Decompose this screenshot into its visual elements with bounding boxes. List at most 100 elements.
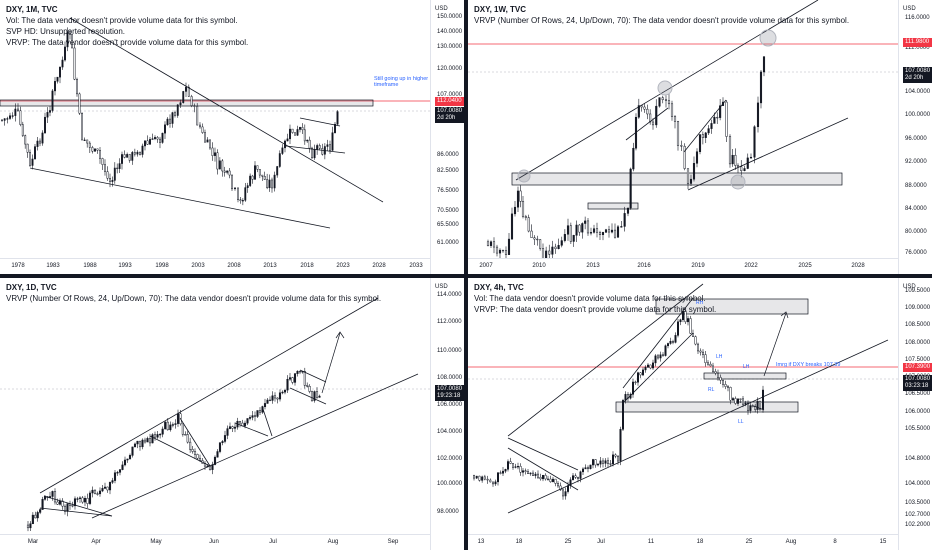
candle-body [756, 400, 759, 410]
candle-body [81, 112, 83, 141]
candle-body [58, 500, 62, 505]
indicator-vrvp[interactable]: VRVP (Number Of Rows, 24, Up/Down, 70): … [474, 16, 850, 25]
candle-body [513, 206, 517, 215]
chart-pane-monthly[interactable]: DXY, 1M, TVC Vol: The data vendor doesn'… [0, 0, 464, 274]
pane-divider-horizontal[interactable] [0, 274, 932, 278]
time-axis-weekly[interactable]: 2007 2010 2013 2016 2019 2022 2025 2028 [468, 258, 898, 274]
trend-line [69, 17, 384, 203]
price-axis-4h[interactable]: USD 109.5000 109.0000 108.5000 108.0000 107.… [898, 278, 932, 550]
trend-line [29, 167, 331, 229]
price-tick-label: 104.0000 [905, 481, 931, 487]
price-axis-weekly[interactable]: USD 116.0000112.0000108.0000104.0000100.… [898, 0, 932, 274]
price-plot-weekly[interactable] [468, 0, 898, 258]
candle-body [49, 110, 51, 113]
indicator-vrvp[interactable]: VRVP: The data vendor doesn't provide vo… [6, 38, 249, 47]
trend-line [299, 117, 341, 127]
indicator-vrvp[interactable]: VRVP: The data vendor doesn't provide vo… [474, 305, 717, 314]
price-tick-label: 104.0000 [437, 429, 463, 435]
last-price-tag: 107.0080 [435, 385, 464, 394]
candle-body [519, 465, 522, 473]
alert-price-tag: 107.3900 [903, 363, 932, 372]
candle-body [246, 185, 249, 188]
legend-4h: DXY, 4h, TVC Vol: The data vendor doesn'… [474, 282, 716, 315]
price-tick-label: 108.0000 [905, 340, 931, 346]
annotation-text[interactable]: Imrg if DXY breaks 107.39 [776, 362, 841, 368]
candle-body [186, 434, 189, 443]
candle-body [595, 228, 599, 233]
symbol-title[interactable]: DXY, 1M, TVC [6, 5, 58, 14]
time-tick-label: 2003 [191, 263, 205, 269]
candle-body [737, 398, 739, 404]
candle-body [271, 179, 273, 189]
indicator-vrvp[interactable]: VRVP (Number Of Rows, 24, Up/Down, 70): … [6, 294, 382, 303]
candle-body [560, 240, 563, 246]
indicator-svp[interactable]: SVP HD: Unsupported resolution. [6, 27, 126, 36]
currency-label: USD [435, 6, 448, 12]
candle-body [196, 106, 199, 126]
candle-body [554, 478, 557, 484]
time-axis-daily[interactable]: Mar Apr May Jun Jul Aug Sep [0, 534, 430, 550]
chart-pane-weekly[interactable]: DXY, 1W, TVC VRVP (Number Of Rows, 24, U… [468, 0, 932, 274]
candle-body [166, 421, 169, 431]
candle-body [557, 245, 560, 249]
symbol-title[interactable]: DXY, 4h, TVC [474, 283, 524, 292]
candle-body [214, 152, 216, 156]
candle-body [21, 124, 24, 136]
time-tick-label: Jun [209, 539, 219, 545]
price-tick-label: 108.0000 [437, 375, 463, 381]
price-plot-4h[interactable]: RH LH LH RL LL [468, 278, 898, 534]
symbol-title[interactable]: DXY, 1D, TVC [6, 283, 57, 292]
candle-body [221, 441, 224, 443]
candle-body [17, 108, 19, 112]
annotation-text[interactable]: Still going up in higher timeframe [374, 76, 429, 88]
candle-body [574, 475, 577, 478]
chart-pane-daily[interactable]: DXY, 1D, TVC VRVP (Number Of Rows, 24, U… [0, 278, 464, 550]
candle-body [29, 523, 32, 529]
candle-body [26, 143, 29, 153]
time-tick-label: 2022 [744, 263, 758, 269]
candle-body [131, 446, 134, 456]
candle-body [308, 139, 311, 149]
trend-line [507, 283, 704, 437]
trend-line [43, 495, 113, 517]
candle-body [281, 147, 284, 154]
candle-body [303, 371, 306, 386]
candle-body [483, 476, 486, 480]
price-tick-label: 107.0000 [437, 92, 463, 98]
candle-body [736, 165, 740, 168]
candle-body [96, 148, 99, 151]
candle-body [73, 47, 76, 80]
candle-body [144, 140, 146, 147]
price-tick-label: 120.0000 [437, 66, 463, 72]
candle-body [231, 174, 233, 190]
candle-body [499, 472, 502, 474]
trend-line [299, 369, 327, 383]
candle-body [256, 165, 259, 170]
candle-body [510, 213, 514, 240]
candle-body [701, 134, 704, 138]
candle-body [536, 238, 539, 241]
candle-body [204, 132, 206, 143]
candle-body [281, 391, 284, 394]
candle-body [1, 119, 3, 121]
chart-pane-4h[interactable]: RH LH LH RL LL DXY, 4h, TVC Vol: The data ve… [468, 278, 932, 550]
candle-body [11, 115, 14, 117]
time-axis-monthly[interactable]: 1978 1983 1988 1993 1998 2003 2008 2013 2018 2023… [0, 258, 430, 274]
indicator-vol[interactable]: Vol: The data vendor doesn't provide vol… [474, 294, 706, 303]
time-tick-label: Aug [785, 539, 797, 545]
price-plot-daily[interactable] [0, 278, 430, 534]
candle-body [66, 503, 69, 512]
time-tick-label: Jul [597, 539, 605, 545]
price-axis-daily[interactable]: USD 114.0000 112.0000 110.0000 108.0000 106.… [430, 278, 464, 550]
candle-body [544, 474, 547, 480]
candle-body [759, 400, 761, 410]
symbol-title[interactable]: DXY, 1W, TVC [474, 5, 527, 14]
candle-body [734, 154, 737, 166]
candle-body [566, 225, 570, 235]
price-axis-monthly[interactable]: USD 150.0000 140.0000 130.0000 120.0000 107.… [430, 0, 464, 274]
price-plot-monthly[interactable] [0, 0, 430, 258]
candle-body [680, 145, 683, 147]
indicator-vol[interactable]: Vol: The data vendor doesn't provide vol… [6, 16, 238, 25]
time-axis-4h[interactable]: 13 18 25 Jul 11 18 25 Aug 8 15 [468, 534, 898, 550]
candle-body [268, 399, 272, 402]
